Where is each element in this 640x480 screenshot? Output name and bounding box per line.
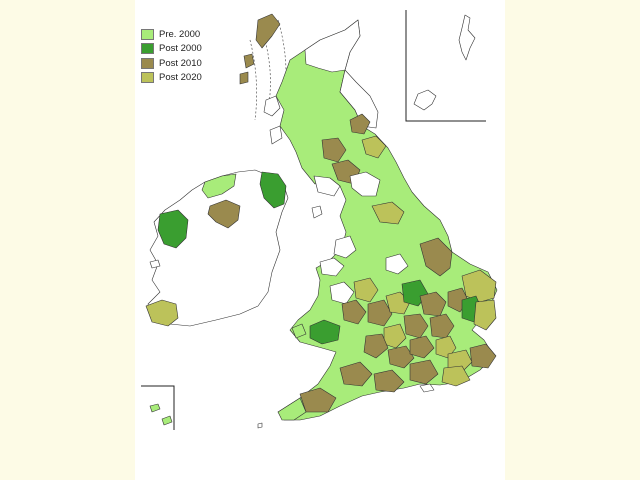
sussex-region [441,365,471,387]
moray-region [339,69,379,129]
legend-label: Post 2010 [159,57,202,69]
hampshire-region [409,359,439,385]
kent-region [469,343,497,369]
ireland-donegal-region [201,173,237,199]
lincolnshire-region [419,237,453,277]
orkney-islands [413,89,437,111]
cumbria-region [349,171,381,197]
cornwall-region [277,397,307,421]
norfolk-region [461,269,497,303]
hebrides-small-isles [239,53,255,85]
mid-wales-region [329,281,355,305]
legend: Pre. 2000 Post 2000 Post 2010 Post 2020 [141,27,231,85]
pembrokeshire-region [309,319,341,345]
warwickshire-region [403,313,429,339]
ireland-antrim-region [259,171,287,209]
borders-region [361,135,387,159]
dorset-region [373,369,405,393]
powys-region [353,277,379,303]
shetland-islands [458,14,476,61]
legend-swatch [141,28,154,40]
legend-item: Post 2020 [141,71,231,86]
ireland-mayo-region [157,209,189,249]
carmarthen-region [341,299,367,325]
legend-item: Post 2010 [141,56,231,71]
channel-islands [149,403,173,426]
essex-region [473,299,497,331]
highland-region [304,19,361,73]
glasgow-region [321,137,347,163]
ireland-kerry-region [145,299,179,327]
gloucestershire-region [363,333,389,359]
outer-hebrides [255,13,281,49]
galloway-region [313,175,341,197]
ireland-islands [149,259,161,269]
inner-hebrides [263,95,283,145]
surrey-region [447,349,473,373]
somerset-region [339,361,373,387]
legend-item: Post 2000 [141,42,231,57]
legend-swatch [141,43,154,55]
wiltshire-region [387,345,415,369]
legend-label: Post 2020 [159,72,202,84]
scilly-isles [257,422,263,429]
derbyshire-region [385,253,409,275]
leicestershire-region [419,291,447,317]
channel-islands-inset-frame [141,385,175,430]
legend-swatch [141,57,154,69]
northamptonshire-region [429,313,455,339]
angus-region [349,113,371,135]
lancashire-region [333,235,357,259]
legend-label: Post 2000 [159,43,202,55]
shetland-inset-frame [405,10,486,122]
north-yorkshire-region [371,201,405,225]
oxfordshire-region [409,335,435,359]
ireland-leitrim-region [207,199,241,229]
legend-item: Pre. 2000 [141,27,231,42]
shropshire-region [367,299,393,327]
legend-swatch [141,72,154,84]
anglesey [291,323,307,339]
isle-of-wight [419,383,435,393]
arran-island [311,205,323,219]
north-wales-region [319,257,345,277]
legend-label: Pre. 2000 [159,28,201,40]
